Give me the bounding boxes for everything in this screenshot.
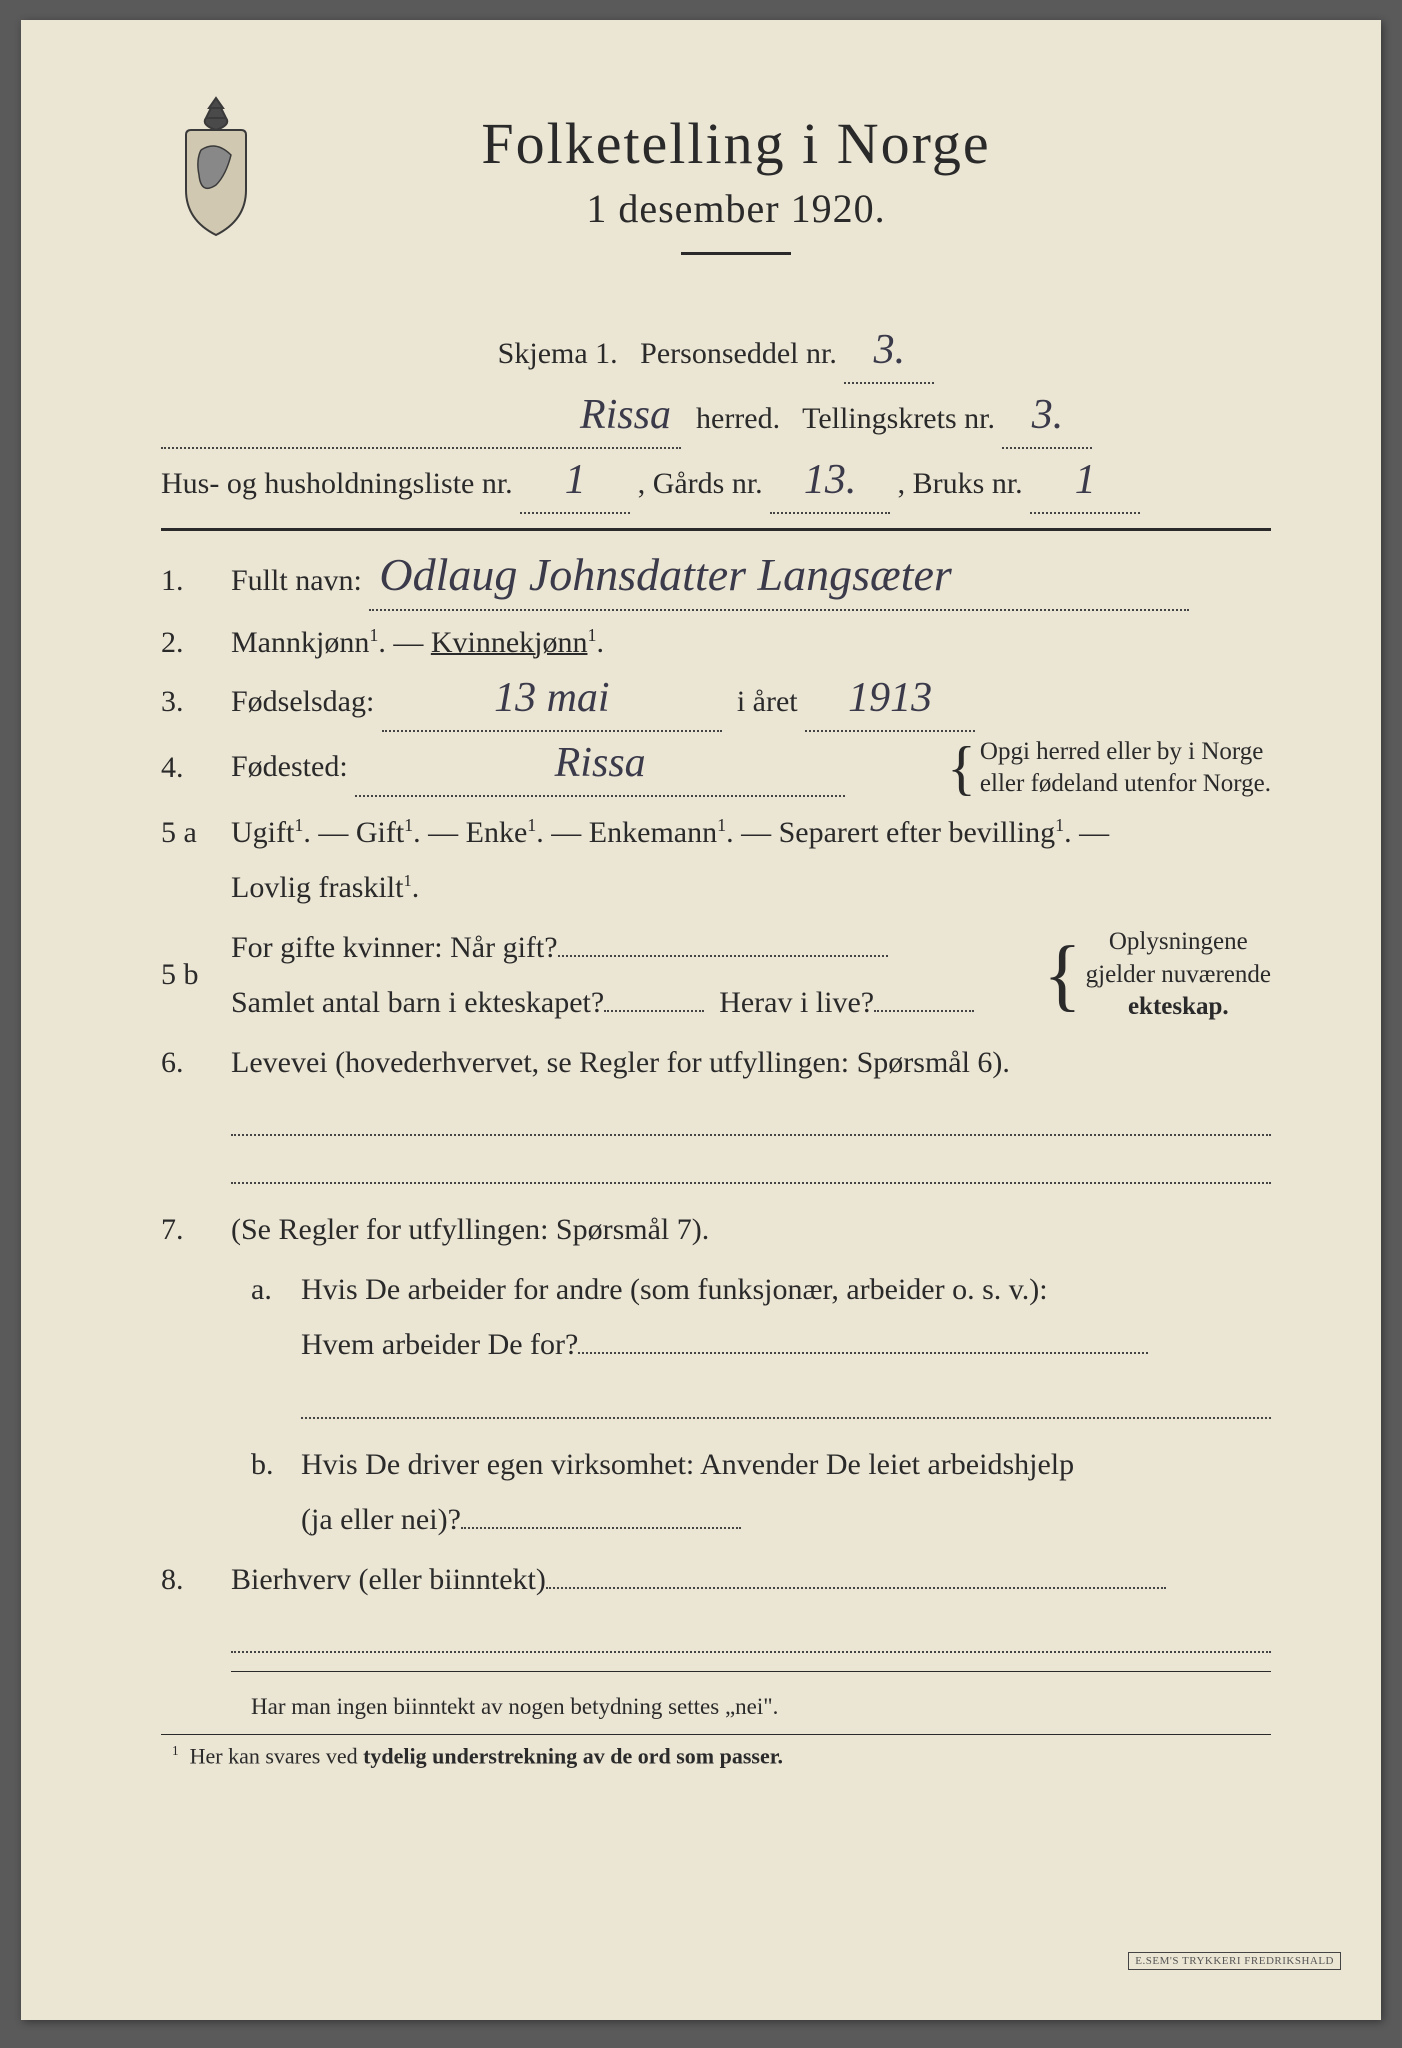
q8-row: 8. Bierhverv (eller biinntekt) xyxy=(161,1552,1271,1608)
personseddel-nr: 3. xyxy=(874,334,906,368)
q8-label: Bierhverv (eller biinntekt) xyxy=(231,1563,546,1596)
tellingskrets-nr: 3. xyxy=(1032,399,1064,433)
header: Folketelling i Norge 1 desember 1920. xyxy=(161,110,1271,295)
q7-row: 7. (Se Regler for utfyllingen: Spørsmål … xyxy=(161,1202,1271,1258)
q7b-num: b. xyxy=(231,1437,301,1548)
q2-num: 2. xyxy=(161,615,231,671)
footnote-nei: Har man ingen biinntekt av nogen betydni… xyxy=(251,1694,1271,1720)
q2-kvinne: Kvinnekjønn xyxy=(431,626,588,659)
q5b-row: 5 b For gifte kvinner: Når gift? Samlet … xyxy=(161,920,1271,1031)
q4-value: Rissa xyxy=(555,747,646,781)
q3-day: 13 mai xyxy=(494,682,610,716)
q7a-row: a. Hvis De arbeider for andre (som funks… xyxy=(161,1262,1271,1373)
q3-row: 3. Fødselsdag: 13 mai i året 1913 xyxy=(161,674,1271,732)
q4-num: 4. xyxy=(161,740,231,796)
q4-row: 4. Fødested: Rissa { Opgi herred eller b… xyxy=(161,736,1271,801)
q3-yearlabel: i året xyxy=(737,685,798,718)
herred-label: herred. xyxy=(696,402,780,435)
subtitle: 1 desember 1920. xyxy=(481,185,990,232)
gards-nr: 13. xyxy=(804,464,857,498)
bruks-label: , Bruks nr. xyxy=(898,467,1023,500)
q6-blank-2 xyxy=(231,1154,1271,1184)
q7b-row: b. Hvis De driver egen virksomhet: Anven… xyxy=(161,1437,1271,1548)
tellingskrets-label: Tellingskrets nr. xyxy=(802,402,995,435)
hus-nr: 1 xyxy=(565,464,586,498)
q5b-num: 5 b xyxy=(161,947,231,1003)
q8-num: 8. xyxy=(161,1552,231,1608)
skjema-line: Skjema 1. Personseddel nr. 3. xyxy=(161,325,1271,384)
q7-intro: (Se Regler for utfyllingen: Spørsmål 7). xyxy=(231,1202,1271,1258)
q6-num: 6. xyxy=(161,1035,231,1091)
q2-mann: Mannkjønn xyxy=(231,626,369,659)
q3-year: 1913 xyxy=(848,682,932,716)
herred-line: Rissa herred. Tellingskrets nr. 3. xyxy=(161,390,1271,449)
title-divider xyxy=(681,252,791,255)
q2-row: 2. Mannkjønn1. — Kvinnekjønn1. xyxy=(161,615,1271,671)
q4-note: { Opgi herred eller by i Norge eller fød… xyxy=(943,736,1271,801)
divider-1 xyxy=(161,528,1271,531)
footnote-divider-2 xyxy=(161,1734,1271,1735)
q5a-row: 5 a Ugift1. — Gift1. — Enke1. — Enkemann… xyxy=(161,805,1271,916)
q6-text: Levevei (hovederhvervet, se Regler for u… xyxy=(231,1035,1271,1091)
q5b-note: { Oplysningene gjelder nuværende ekteska… xyxy=(1039,926,1271,1024)
printer-mark: E.SEM'S TRYKKERI FREDRIKSHALD xyxy=(1128,1952,1341,1970)
q7-num: 7. xyxy=(161,1202,231,1258)
q1-row: 1. Fullt navn: Odlaug Johnsdatter Langsæ… xyxy=(161,553,1271,611)
main-title: Folketelling i Norge xyxy=(481,110,990,177)
q5a-num: 5 a xyxy=(161,805,231,916)
q1-num: 1. xyxy=(161,553,231,611)
personseddel-label: Personseddel nr. xyxy=(640,337,837,370)
q4-label: Fødested: xyxy=(231,750,348,783)
q1-label: Fullt navn: xyxy=(231,564,362,597)
hus-line: Hus- og husholdningsliste nr. 1 , Gårds … xyxy=(161,455,1271,514)
coat-of-arms-icon xyxy=(161,90,271,240)
bruks-nr: 1 xyxy=(1075,464,1096,498)
q3-num: 3. xyxy=(161,674,231,732)
census-form-page: Folketelling i Norge 1 desember 1920. Sk… xyxy=(21,20,1381,2020)
herred-value: Rissa xyxy=(580,399,671,433)
footnote-1: 1 Her kan svares ved tydelig understrekn… xyxy=(161,1743,1271,1769)
q7a-num: a. xyxy=(231,1262,301,1373)
gards-label: , Gårds nr. xyxy=(638,467,763,500)
footnote-divider-1 xyxy=(231,1671,1271,1672)
skjema-label: Skjema 1. xyxy=(498,337,618,370)
q6-blank-1 xyxy=(231,1106,1271,1136)
hus-label: Hus- og husholdningsliste nr. xyxy=(161,467,513,500)
q6-row: 6. Levevei (hovederhvervet, se Regler fo… xyxy=(161,1035,1271,1091)
q3-label: Fødselsdag: xyxy=(231,685,374,718)
q7a-blank xyxy=(301,1389,1271,1419)
title-block: Folketelling i Norge 1 desember 1920. xyxy=(481,110,990,295)
q8-blank xyxy=(231,1623,1271,1653)
q1-value: Odlaug Johnsdatter Langsæter xyxy=(379,557,951,594)
